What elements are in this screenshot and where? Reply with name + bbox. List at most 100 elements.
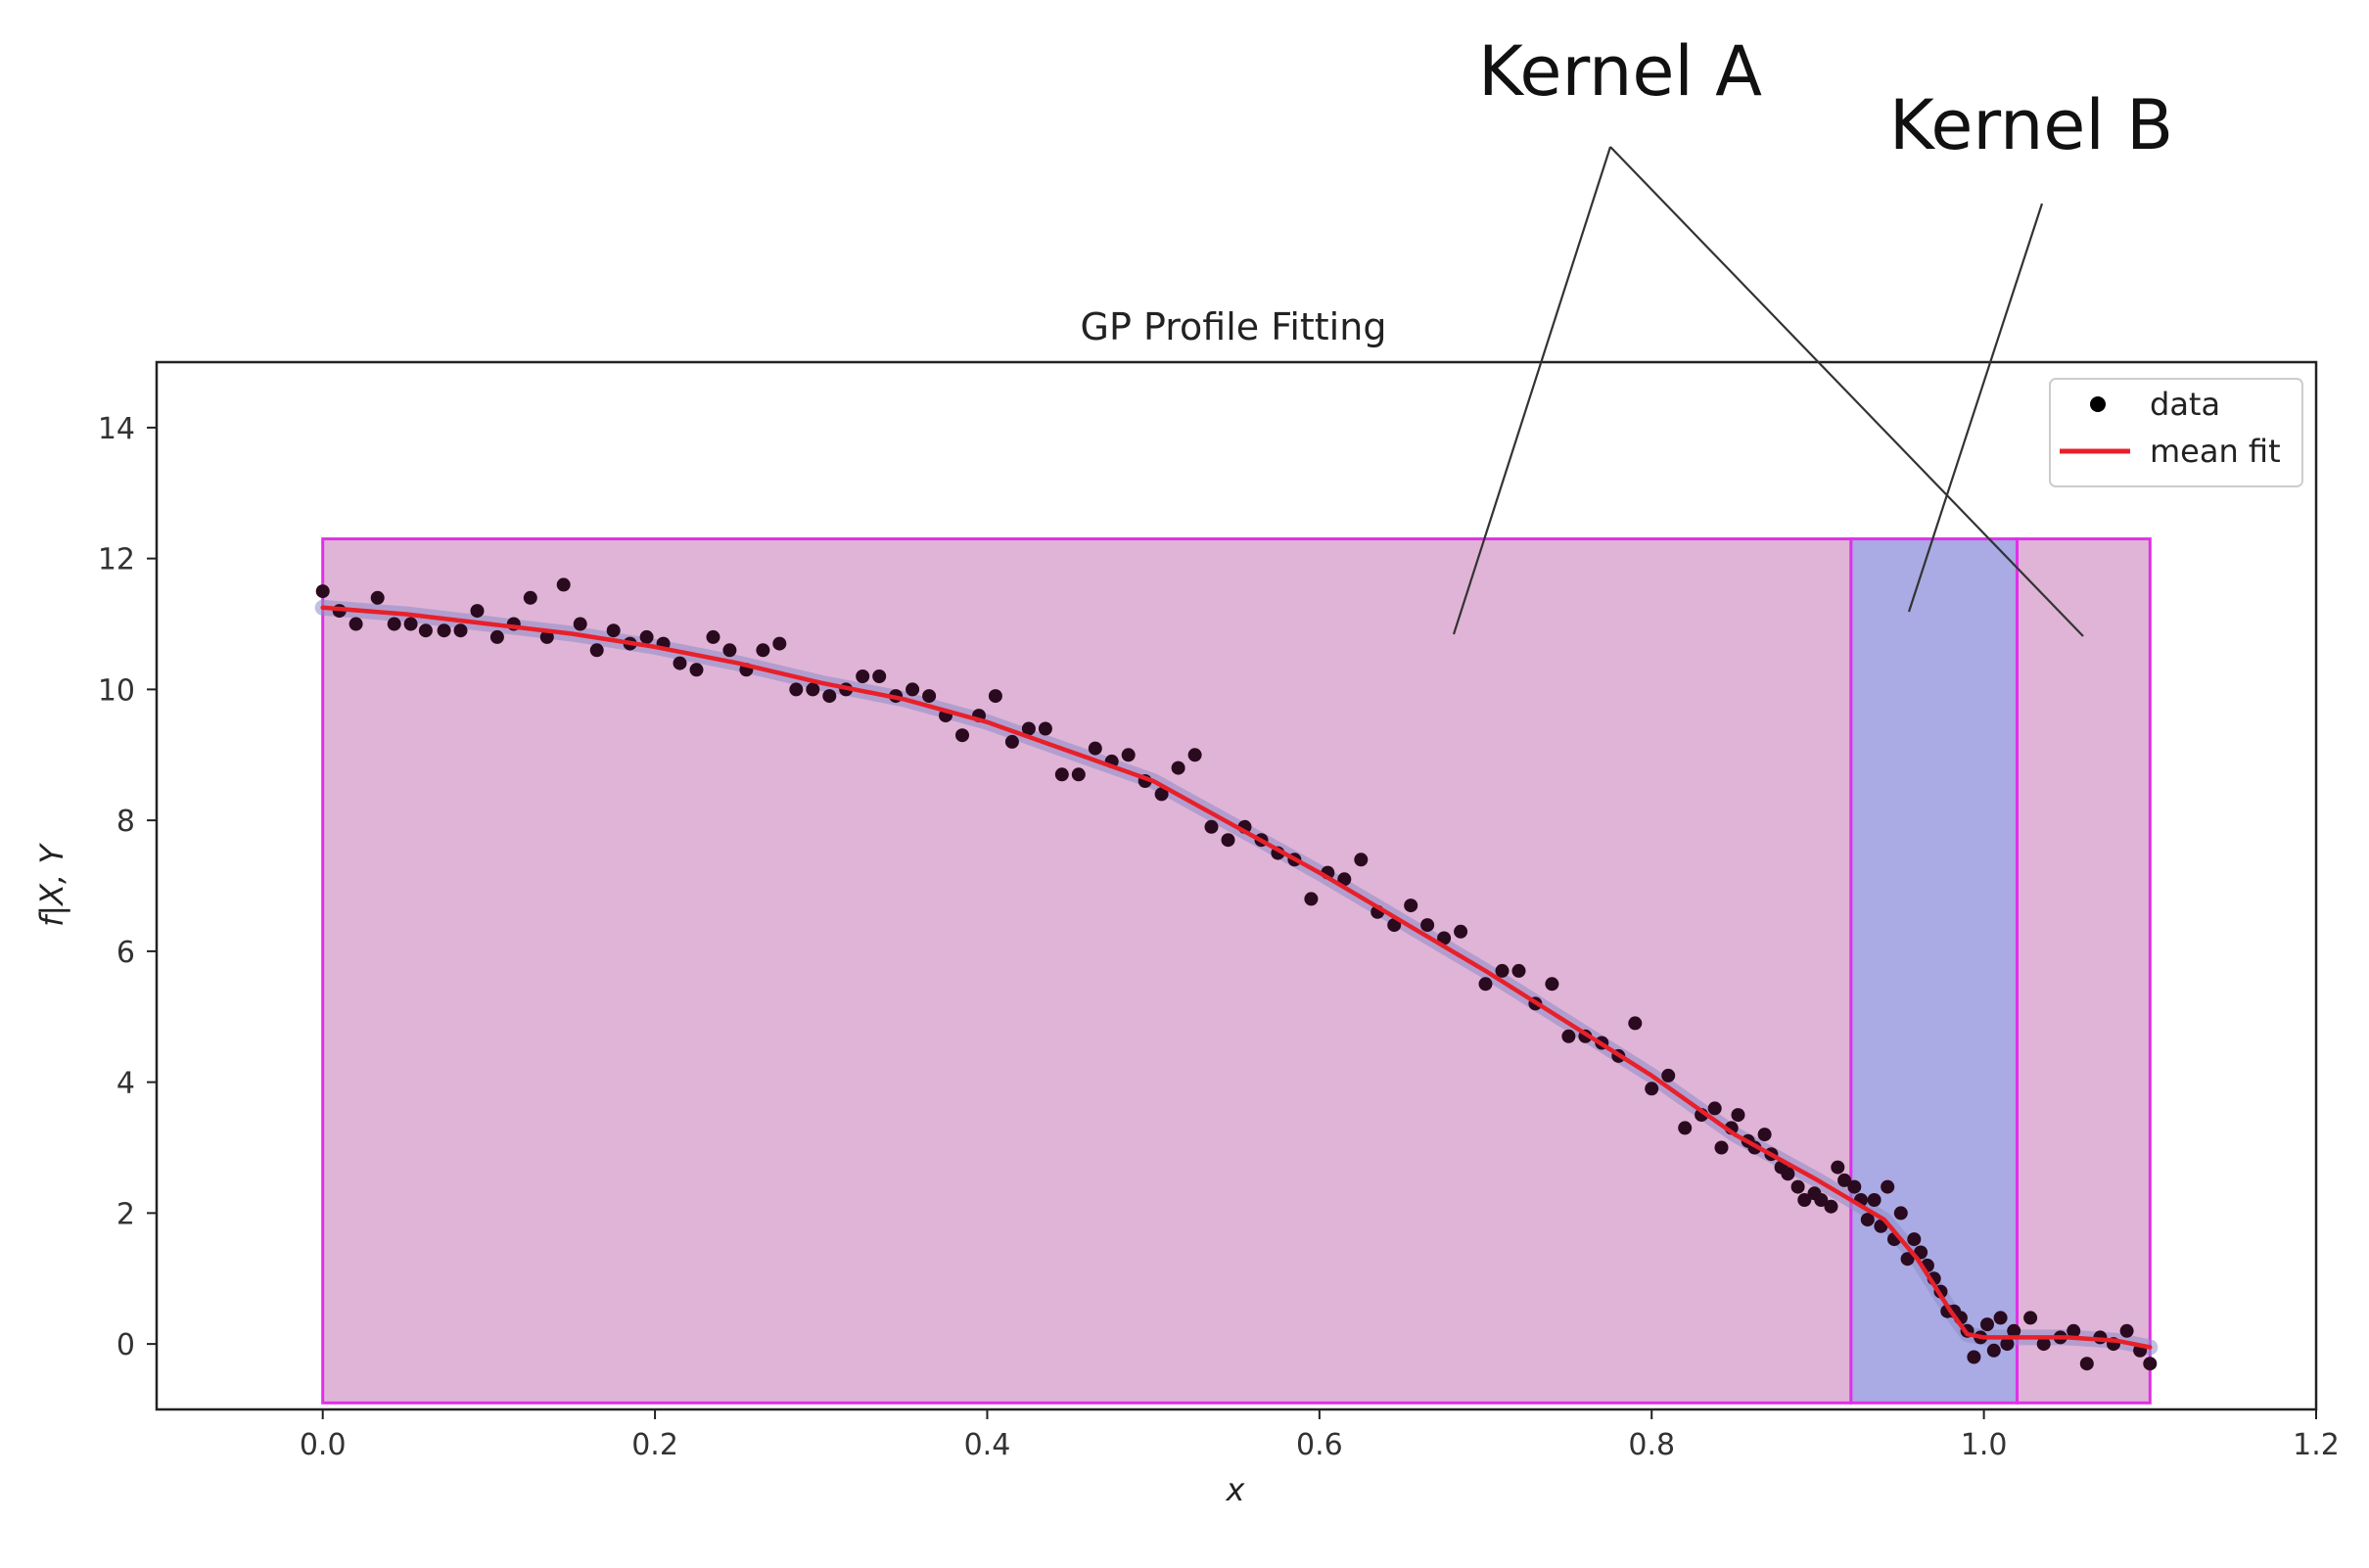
kernel-a-pointer-left xyxy=(1452,146,1612,635)
data-point xyxy=(2079,1357,2094,1371)
kernel-region-3 xyxy=(2016,537,2152,1405)
data-point xyxy=(1907,1232,1922,1247)
data-point xyxy=(589,643,604,658)
data-point xyxy=(2067,1323,2081,1338)
data-point xyxy=(756,643,770,658)
data-point xyxy=(370,590,385,605)
data-point xyxy=(988,689,1002,704)
data-point xyxy=(955,728,969,743)
data-point xyxy=(1354,853,1369,867)
data-point xyxy=(1154,787,1169,802)
data-point xyxy=(1420,918,1435,933)
data-point xyxy=(1511,963,1526,978)
data-point xyxy=(1837,1173,1852,1187)
kernel-b-pointer xyxy=(1907,203,2044,613)
data-point xyxy=(1781,1167,1795,1181)
axis-ticks: 0.0 0.2 0.4 0.6 0.8 1.0 1.2 0 2 4 6 8 10 12 14 xyxy=(98,412,2340,1462)
data-point xyxy=(387,617,401,631)
data-point xyxy=(1980,1317,1994,1332)
mean-fit-line xyxy=(320,605,2153,1350)
data-point xyxy=(1847,1179,1862,1194)
data-point xyxy=(1304,892,1319,906)
data-point xyxy=(1121,748,1136,762)
data-point xyxy=(1071,767,1086,782)
data-point xyxy=(722,643,737,658)
data-point xyxy=(1893,1206,1908,1221)
x-tick-label: 0.4 xyxy=(964,1428,1011,1462)
data-point xyxy=(1561,1029,1576,1043)
data-point xyxy=(1881,1179,1895,1194)
data-point xyxy=(706,629,720,644)
y-tick-label: 12 xyxy=(98,543,135,577)
data-point xyxy=(1831,1160,1845,1175)
data-point xyxy=(2119,1323,2134,1338)
x-tick-label: 0.0 xyxy=(300,1428,347,1462)
kernel-b-annotation: Kernel B xyxy=(1889,85,2173,165)
data-point xyxy=(673,656,687,670)
data-point xyxy=(1038,721,1052,736)
x-tick-label: 0.8 xyxy=(1628,1428,1675,1462)
data-point xyxy=(489,629,504,644)
x-tick-label: 0.2 xyxy=(631,1428,678,1462)
data-point xyxy=(856,669,870,683)
data-point xyxy=(1993,1311,2008,1325)
data-point xyxy=(1088,741,1102,756)
data-point xyxy=(1204,819,1219,834)
data-point xyxy=(1790,1179,1805,1194)
data-point xyxy=(573,617,587,631)
x-tick-label: 1.2 xyxy=(2293,1428,2340,1462)
kernel-region-2 xyxy=(1849,537,2020,1405)
data-point xyxy=(872,669,887,683)
data-point xyxy=(315,584,330,599)
data-point xyxy=(1437,931,1452,945)
data-point xyxy=(1661,1068,1676,1083)
data-point xyxy=(1628,1016,1643,1031)
y-axis-label: f|X, Y xyxy=(33,843,70,927)
data-point xyxy=(539,629,554,644)
kernel-a-pointer-right xyxy=(1609,146,2084,637)
data-point xyxy=(2036,1337,2051,1352)
data-point xyxy=(1337,872,1352,887)
data-point xyxy=(1757,1128,1772,1142)
data-point xyxy=(906,682,920,697)
data-point xyxy=(2007,1323,2021,1338)
data-point xyxy=(1221,833,1235,848)
data-point xyxy=(1824,1199,1838,1214)
data-point xyxy=(922,689,937,704)
data-point xyxy=(1714,1140,1729,1155)
data-point xyxy=(1967,1350,1981,1364)
y-tick-label: 2 xyxy=(116,1197,135,1231)
y-tick-label: 10 xyxy=(98,673,135,708)
data-point xyxy=(806,682,820,697)
data-point xyxy=(1545,977,1559,992)
y-tick-label: 4 xyxy=(116,1067,135,1101)
legend-box xyxy=(2049,378,2303,487)
data-point xyxy=(403,617,418,631)
mean-fit-line-group xyxy=(320,605,2153,1350)
data-point xyxy=(1404,899,1418,913)
data-point xyxy=(1495,963,1510,978)
data-point xyxy=(1707,1101,1722,1116)
data-point xyxy=(639,629,654,644)
x-tick-label: 0.6 xyxy=(1296,1428,1343,1462)
data-point xyxy=(822,689,837,704)
data-point xyxy=(1004,734,1019,749)
data-point xyxy=(1814,1193,1829,1207)
data-point xyxy=(1867,1193,1881,1207)
data-point xyxy=(1797,1193,1812,1207)
legend-data-marker xyxy=(2090,396,2106,412)
data-point xyxy=(2143,1357,2158,1371)
chart-title: GP Profile Fitting xyxy=(1081,305,1387,348)
data-point xyxy=(1678,1121,1693,1135)
data-point xyxy=(418,623,433,638)
data-point xyxy=(772,636,787,651)
x-tick-label: 1.0 xyxy=(1961,1428,2008,1462)
data-point xyxy=(2000,1337,2015,1352)
data-point xyxy=(1731,1108,1745,1123)
data-point xyxy=(1387,918,1402,933)
y-tick-label: 0 xyxy=(116,1328,135,1362)
axes-frame xyxy=(155,360,2318,1411)
data-point xyxy=(1478,977,1493,992)
data-point xyxy=(453,623,468,638)
